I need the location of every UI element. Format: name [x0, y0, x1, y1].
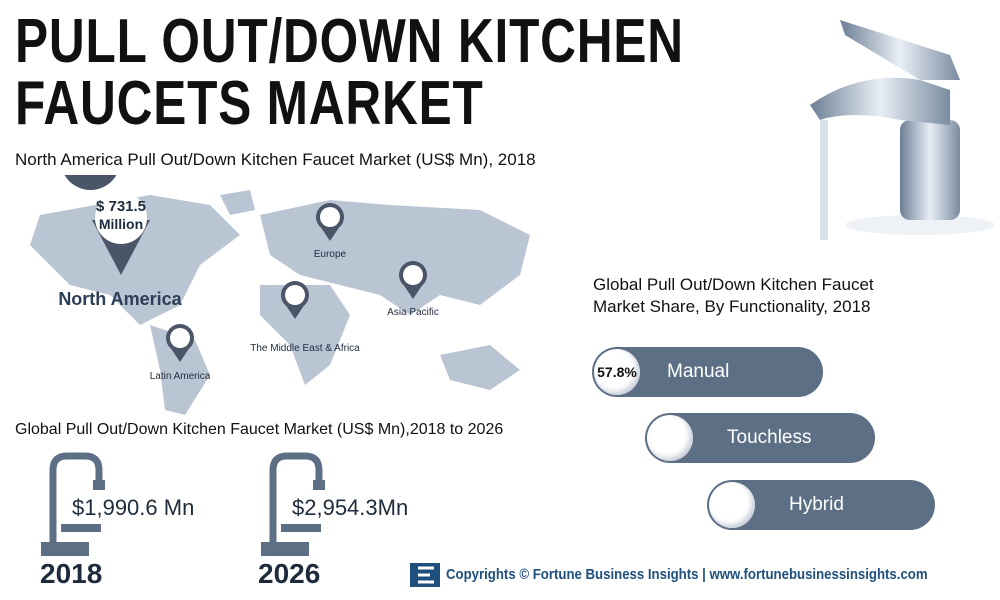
world-map: $ 731.5 Million North America Europe Asi… — [30, 175, 530, 415]
growth-year: 2026 — [258, 558, 321, 589]
faucet-image — [810, 20, 995, 240]
faucet-icon — [41, 452, 105, 556]
share-pill: Hybrid — [707, 480, 935, 530]
share-pill: Touchless — [645, 413, 875, 463]
title-line: FAUCETS MARKET — [15, 69, 484, 138]
marker-label: Asia Pacific — [387, 307, 439, 318]
marker-label: Europe — [314, 249, 347, 260]
share-label: Hybrid — [789, 494, 844, 515]
share-badge — [647, 415, 693, 461]
share-title: Global Pull Out/Down Kitchen Faucet — [593, 275, 874, 294]
growth-value: $1,990.6 Mn — [72, 495, 195, 520]
marker-label: The Middle East & Africa — [250, 343, 360, 354]
map-marker — [316, 203, 344, 241]
callout-region: North America — [58, 289, 182, 309]
callout-value: $ 731.5 — [96, 198, 146, 215]
map-title: North America Pull Out/Down Kitchen Fauc… — [15, 150, 536, 169]
map-marker — [166, 324, 194, 362]
growth-value: $2,954.3Mn — [292, 495, 409, 520]
map-marker — [281, 281, 309, 319]
footer: Copyrights © Fortune Business Insights |… — [446, 566, 928, 583]
map-marker — [399, 261, 427, 299]
share-label: Manual — [667, 361, 730, 382]
share-title: Market Share, By Functionality, 2018 — [593, 297, 871, 316]
title-line: PULL OUT/DOWN KITCHEN — [15, 7, 684, 76]
share-badge: 57.8% — [594, 349, 640, 395]
growth-title: Global Pull Out/Down Kitchen Faucet Mark… — [15, 421, 504, 438]
share-pill: 57.8% Manual — [592, 347, 823, 397]
callout-unit: Million — [99, 216, 143, 232]
share-label: Touchless — [727, 427, 812, 448]
growth-year: 2018 — [40, 558, 103, 589]
logo — [410, 563, 440, 587]
faucet-icon — [261, 452, 325, 556]
share-badge — [709, 482, 755, 528]
marker-label: Latin America — [150, 371, 211, 382]
